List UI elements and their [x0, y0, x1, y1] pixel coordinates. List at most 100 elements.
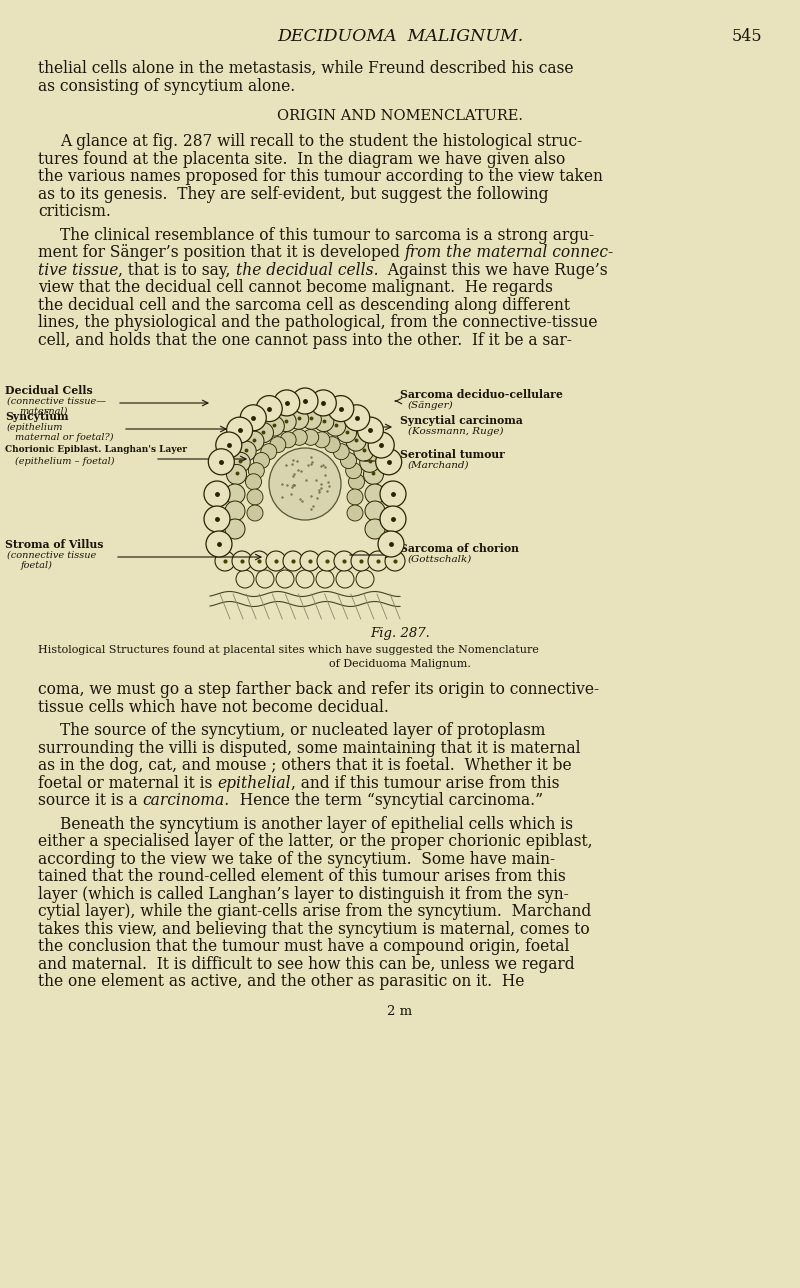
- Circle shape: [365, 501, 385, 522]
- Circle shape: [347, 505, 363, 522]
- Circle shape: [216, 431, 242, 459]
- Circle shape: [344, 404, 370, 430]
- Circle shape: [351, 551, 371, 571]
- Circle shape: [270, 437, 286, 452]
- Circle shape: [300, 551, 320, 571]
- Circle shape: [204, 506, 230, 532]
- Text: the decidual cell and the sarcoma cell as descending along different: the decidual cell and the sarcoma cell a…: [38, 296, 570, 313]
- Circle shape: [264, 416, 284, 437]
- Text: (Marchand): (Marchand): [408, 461, 470, 470]
- Text: Serotinal tumour: Serotinal tumour: [400, 450, 505, 460]
- Text: (epithelium: (epithelium: [7, 422, 63, 433]
- Circle shape: [256, 395, 282, 421]
- Text: ORIGIN AND NOMENCLATURE.: ORIGIN AND NOMENCLATURE.: [277, 109, 523, 122]
- Text: Chorionic Epiblast. Langhan's Layer: Chorionic Epiblast. Langhan's Layer: [5, 444, 187, 453]
- Text: Syncytial carcinoma: Syncytial carcinoma: [400, 415, 522, 426]
- Text: cell, and holds that the one cannot pass into the other.  If it be a sar-: cell, and holds that the one cannot pass…: [38, 331, 572, 349]
- Text: tained that the round-celled element of this tumour arises from this: tained that the round-celled element of …: [38, 868, 566, 885]
- Text: the conclusion that the tumour must have a compound origin, foetal: the conclusion that the tumour must have…: [38, 938, 570, 954]
- Circle shape: [317, 551, 337, 571]
- Text: view that the decidual cell cannot become malignant.  He regards: view that the decidual cell cannot becom…: [38, 279, 553, 296]
- Circle shape: [276, 571, 294, 589]
- Text: from the maternal connec-: from the maternal connec-: [405, 243, 614, 261]
- Circle shape: [354, 440, 374, 461]
- Text: maternal or foetal?): maternal or foetal?): [15, 433, 114, 442]
- Text: lines, the physiological and the pathological, from the connective-tissue: lines, the physiological and the patholo…: [38, 314, 598, 331]
- Circle shape: [336, 571, 354, 589]
- Text: according to the view we take of the syncytium.  Some have main-: according to the view we take of the syn…: [38, 850, 555, 868]
- Circle shape: [206, 531, 232, 556]
- Circle shape: [249, 551, 269, 571]
- Circle shape: [360, 452, 380, 473]
- Text: carcinoma.: carcinoma.: [142, 792, 230, 809]
- Circle shape: [337, 422, 357, 443]
- Circle shape: [256, 571, 274, 589]
- Circle shape: [215, 551, 235, 571]
- Circle shape: [244, 431, 264, 451]
- Circle shape: [208, 448, 234, 475]
- Circle shape: [358, 417, 383, 443]
- Circle shape: [316, 571, 334, 589]
- Text: the one element as active, and the other as parasitic on it.  He: the one element as active, and the other…: [38, 972, 524, 990]
- Circle shape: [225, 484, 245, 504]
- Circle shape: [280, 431, 296, 448]
- Circle shape: [328, 395, 354, 421]
- Circle shape: [365, 484, 385, 504]
- Circle shape: [230, 452, 250, 473]
- Circle shape: [261, 443, 277, 460]
- Circle shape: [310, 390, 336, 416]
- Text: The source of the syncytium, or nucleated layer of protoplasm: The source of the syncytium, or nucleate…: [60, 723, 546, 739]
- Text: A glance at fig. 287 will recall to the student the histological struc-: A glance at fig. 287 will recall to the …: [60, 133, 582, 149]
- Text: surrounding the villi is disputed, some maintaining that it is maternal: surrounding the villi is disputed, some …: [38, 739, 581, 756]
- Text: layer (which is called Langhan’s layer to distinguish it from the syn-: layer (which is called Langhan’s layer t…: [38, 886, 569, 903]
- Circle shape: [376, 448, 402, 475]
- Circle shape: [274, 390, 300, 416]
- Circle shape: [356, 571, 374, 589]
- Circle shape: [254, 422, 274, 443]
- Circle shape: [226, 417, 253, 443]
- Circle shape: [334, 551, 354, 571]
- Circle shape: [269, 448, 341, 520]
- Text: Decidual Cells: Decidual Cells: [5, 385, 93, 395]
- Circle shape: [346, 431, 366, 451]
- Text: the various names proposed for this tumour according to the view taken: the various names proposed for this tumo…: [38, 167, 603, 185]
- Circle shape: [292, 388, 318, 413]
- Circle shape: [247, 489, 263, 505]
- Text: foetal): foetal): [21, 562, 53, 571]
- Text: Sarcoma deciduo-cellulare: Sarcoma deciduo-cellulare: [400, 389, 563, 401]
- Text: as to its genesis.  They are self-evident, but suggest the following: as to its genesis. They are self-evident…: [38, 185, 549, 202]
- Text: maternal): maternal): [19, 407, 67, 416]
- Text: Beneath the syncytium is another layer of epithelial cells which is: Beneath the syncytium is another layer o…: [60, 815, 573, 832]
- Circle shape: [346, 462, 362, 479]
- Circle shape: [302, 410, 322, 429]
- Text: and maternal.  It is difficult to see how this can be, unless we regard: and maternal. It is difficult to see how…: [38, 956, 574, 972]
- Circle shape: [380, 480, 406, 507]
- Circle shape: [363, 465, 383, 484]
- Text: Histological Structures found at placental sites which have suggested the Nomenc: Histological Structures found at placent…: [38, 645, 539, 656]
- Text: Sarcoma of chorion: Sarcoma of chorion: [400, 544, 519, 554]
- Circle shape: [368, 551, 388, 571]
- Text: (connective tissue—: (connective tissue—: [7, 397, 106, 406]
- Text: Stroma of Villus: Stroma of Villus: [5, 538, 103, 550]
- Text: (Gottschalk): (Gottschalk): [408, 555, 472, 564]
- Circle shape: [341, 452, 357, 469]
- Text: 545: 545: [731, 28, 762, 45]
- Circle shape: [302, 429, 318, 446]
- Text: as in the dog, cat, and mouse ; others that it is foetal.  Whether it be: as in the dog, cat, and mouse ; others t…: [38, 757, 572, 774]
- Circle shape: [266, 551, 286, 571]
- Text: (Kossmann, Ruge): (Kossmann, Ruge): [408, 428, 503, 437]
- Text: epithelial: epithelial: [218, 774, 291, 792]
- Text: foetal or maternal it is: foetal or maternal it is: [38, 774, 218, 792]
- Circle shape: [314, 431, 330, 448]
- Text: , and if this tumour arise from this: , and if this tumour arise from this: [291, 774, 559, 792]
- Circle shape: [334, 443, 350, 460]
- Circle shape: [236, 440, 256, 461]
- Text: coma, we must go a step farther back and refer its origin to connective-: coma, we must go a step farther back and…: [38, 681, 599, 698]
- Circle shape: [226, 465, 246, 484]
- Text: , that is to say,: , that is to say,: [118, 261, 236, 278]
- Text: (epithelium – foetal): (epithelium – foetal): [15, 457, 114, 466]
- Circle shape: [349, 474, 365, 489]
- Text: either a specialised layer of the latter, or the proper chorionic epiblast,: either a specialised layer of the latter…: [38, 833, 593, 850]
- Circle shape: [296, 571, 314, 589]
- Text: ment for Sänger’s position that it is developed: ment for Sänger’s position that it is de…: [38, 243, 405, 261]
